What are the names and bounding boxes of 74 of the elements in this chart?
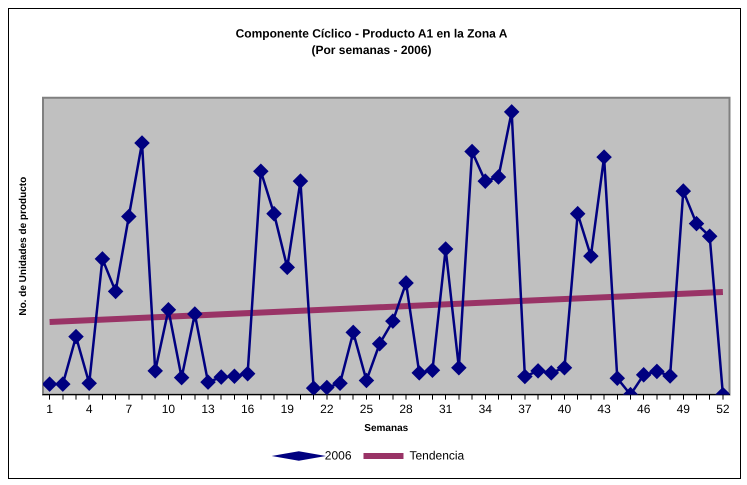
chart-title: Componente Cíclico - Producto A1 en la Zona A: [236, 26, 508, 41]
point: [82, 376, 96, 391]
x-tick-label: 49: [676, 402, 690, 416]
point: [676, 184, 691, 198]
point: [188, 306, 202, 322]
x-tick-label: 19: [280, 402, 294, 416]
x-tick-label: 43: [597, 402, 612, 416]
point: [544, 366, 559, 380]
x-tick-label: 16: [240, 402, 255, 416]
point: [266, 206, 282, 221]
point: [557, 360, 572, 375]
point: [491, 170, 506, 184]
point: [214, 370, 228, 384]
x-tick-label: 10: [162, 402, 176, 416]
point: [478, 174, 493, 188]
y-axis-title: No. de Unidades de producto: [18, 176, 29, 316]
x-tick-label: 22: [320, 402, 334, 416]
point: [504, 104, 519, 120]
point: [596, 150, 612, 164]
x-tick-label: 4: [86, 402, 93, 416]
point: [56, 376, 70, 392]
point: [254, 164, 268, 179]
point: [320, 380, 334, 395]
point: [530, 364, 546, 378]
x-tick-label: 25: [360, 402, 374, 416]
x-tick-label: 37: [518, 402, 532, 416]
point: [650, 364, 664, 379]
x-tick-label: 28: [399, 402, 414, 416]
point: [636, 368, 651, 382]
point: [148, 364, 162, 378]
point: [346, 325, 360, 340]
x-tick-label: 7: [125, 402, 132, 416]
x-tick-label: 13: [201, 402, 216, 416]
point: [610, 370, 625, 386]
x-tick-label: 31: [438, 402, 453, 416]
point: [702, 229, 717, 244]
point: [293, 174, 308, 188]
x-tick-label: 40: [558, 402, 572, 416]
point: [412, 366, 427, 380]
point: [425, 363, 440, 378]
point: [306, 380, 321, 395]
point: [240, 366, 255, 381]
point: [227, 368, 242, 384]
point: [68, 329, 84, 344]
point: [280, 260, 294, 275]
point: [134, 136, 150, 150]
point: [518, 369, 532, 384]
point: [122, 209, 136, 224]
point: [570, 206, 585, 221]
point: [398, 276, 414, 290]
point: [662, 368, 678, 384]
legend-label: 2006: [324, 448, 352, 462]
x-tick-label: 46: [637, 402, 651, 416]
point: [584, 248, 598, 264]
point: [108, 284, 123, 299]
point: [438, 242, 453, 256]
legend-label: Tendencia: [409, 448, 465, 462]
point: [359, 373, 374, 388]
point: [161, 302, 176, 318]
chart-subtitle: (Por semanas - 2006): [311, 42, 432, 57]
point: [689, 216, 704, 231]
point: [200, 374, 216, 390]
point: [43, 376, 57, 392]
point: [452, 360, 466, 375]
x-tick-label: 1: [46, 402, 54, 416]
point: [95, 252, 110, 266]
x-tick-label: 34: [478, 402, 492, 416]
point: [372, 336, 387, 351]
point: [174, 370, 189, 385]
point: [332, 376, 348, 391]
x-tick-label: 52: [716, 402, 730, 416]
point: [464, 144, 480, 159]
point: [386, 314, 400, 328]
x-axis-title: Semanas: [364, 422, 409, 434]
